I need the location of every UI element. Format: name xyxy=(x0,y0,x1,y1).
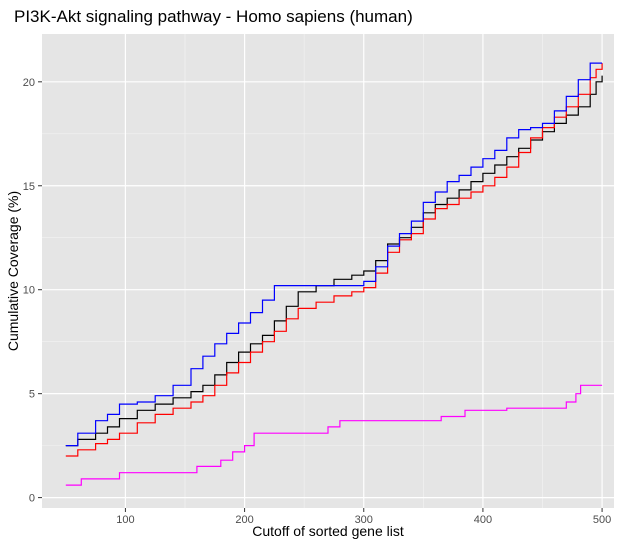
y-tick-label: 20 xyxy=(23,77,35,89)
series-line-3 xyxy=(65,62,603,447)
x-axis-label: Cutoff of sorted gene list xyxy=(252,523,404,539)
chart-title: PI3K-Akt signaling pathway - Homo sapien… xyxy=(14,7,413,26)
minor-grid xyxy=(42,34,614,508)
plot-panel xyxy=(42,34,614,508)
x-tick-label: 100 xyxy=(116,514,134,526)
y-tick-label: 15 xyxy=(23,181,35,193)
y-axis-label: Cumulative Coverage (%) xyxy=(5,191,21,351)
series-layer xyxy=(65,62,603,486)
x-tick-label: 400 xyxy=(474,514,492,526)
y-axis: 0 5 10 15 20 xyxy=(23,77,42,505)
series-line-2 xyxy=(65,63,603,457)
x-tick-label: 500 xyxy=(593,514,611,526)
x-tick-label: 200 xyxy=(235,514,253,526)
x-tick-label: 300 xyxy=(355,514,373,526)
major-grid xyxy=(42,34,614,508)
y-tick-label: 0 xyxy=(29,493,35,505)
series-line-4 xyxy=(65,384,603,486)
y-tick-label: 10 xyxy=(23,285,35,297)
x-axis: 100 200 300 400 500 xyxy=(116,508,611,526)
y-tick-label: 5 xyxy=(29,389,35,401)
